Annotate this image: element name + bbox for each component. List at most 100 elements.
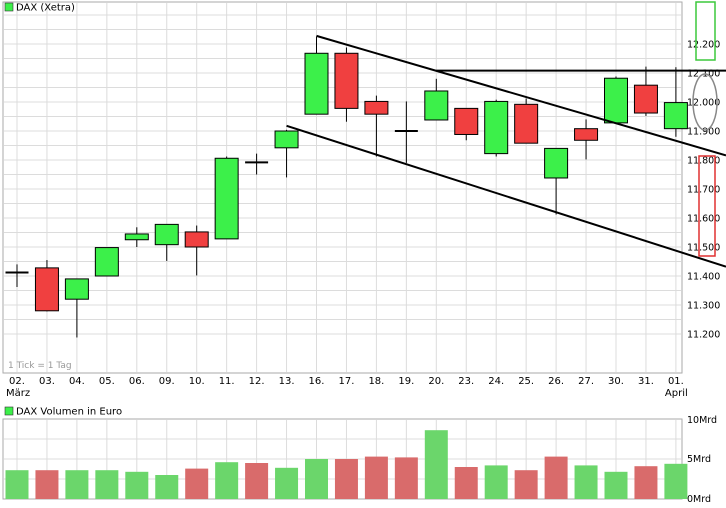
trendline-1: [286, 124, 726, 268]
price-tick-label: 11.400: [687, 272, 720, 283]
candle-30.: [604, 76, 628, 124]
volume-bar-26.: [544, 456, 568, 499]
candle-body: [94, 247, 119, 277]
date-tick-label: 13.: [279, 376, 295, 387]
date-tick-label: 04.: [69, 376, 85, 387]
price-tick-label: 11.700: [687, 185, 720, 196]
candle-13.: [274, 129, 299, 178]
price-tick-label: 11.800: [687, 156, 720, 167]
candle-body: [364, 100, 389, 115]
date-tick-label: 19.: [398, 376, 414, 387]
candle-11.: [214, 156, 239, 240]
volume-bar-02.: [5, 470, 29, 499]
date-tick-label: 05.: [99, 376, 115, 387]
volume-bar-16.: [305, 459, 328, 499]
candle-26.: [544, 147, 569, 215]
candle-25.: [514, 98, 539, 144]
candle-body: [484, 100, 509, 155]
candle-body: [214, 157, 239, 240]
candle-02.: [5, 264, 29, 288]
date-tick-label: 16.: [309, 376, 325, 387]
trendline-0: [316, 34, 726, 157]
candle-20.: [424, 78, 449, 121]
date-tick-label: 30.: [608, 376, 624, 387]
price-legend-swatch: [4, 2, 14, 12]
price-tick-label: 11.300: [687, 301, 720, 312]
candle-body: [454, 107, 479, 135]
price-tick-label: 11.200: [687, 330, 720, 341]
volume-tick-label: 0Mrd: [687, 494, 711, 505]
candle-body: [633, 84, 658, 114]
month-label: März: [6, 388, 30, 399]
volume-bar-18.: [364, 456, 388, 499]
volume-tick-label: 10Mrd: [687, 415, 717, 426]
month-label: April: [665, 388, 688, 399]
candle-10.: [184, 225, 209, 276]
date-tick-label: 27.: [578, 376, 594, 387]
candle-body: [34, 267, 59, 312]
volume-bar-04.: [65, 470, 89, 499]
volume-tick-label: 5Mrd: [687, 454, 711, 465]
volume-bar-06.: [125, 471, 149, 499]
price-panel-frame: [2, 1, 683, 374]
grey-annotation-ellipse: [692, 73, 718, 131]
price-tick-label: 11.600: [687, 214, 720, 225]
volume-bar-17.: [334, 459, 358, 499]
candle-16.: [304, 36, 329, 115]
date-tick-label: 20.: [428, 376, 444, 387]
candle-18.: [364, 95, 389, 157]
date-tick-label: 01.: [668, 376, 684, 387]
volume-bar-05.: [95, 470, 119, 499]
candles: [5, 36, 688, 338]
volume-bars: [5, 430, 688, 499]
candle-body: [334, 52, 359, 109]
candle-body: [124, 233, 149, 241]
volume-bar-11.: [215, 462, 239, 499]
volume-legend-swatch: [4, 406, 14, 416]
price-tick-label: 12.000: [687, 98, 720, 109]
trendlines: [286, 34, 726, 268]
x-axis-labels: 02. 03. 04. 05. 06. 09. 10. 11. 12. 13. 16. 17. 18. 1…: [6, 376, 688, 399]
volume-bar-19.: [394, 457, 418, 499]
candle-17.: [334, 47, 359, 122]
price-tick-label: 11.900: [687, 127, 720, 138]
candle-body: [514, 103, 539, 144]
date-tick-label: 12.: [249, 376, 265, 387]
volume-bar-03.: [35, 470, 59, 499]
date-tick-label: 23.: [458, 376, 474, 387]
candle-body: [604, 77, 628, 124]
candle-09.: [154, 223, 179, 261]
candle-01.: [663, 67, 688, 137]
candle-04.: [64, 278, 89, 338]
candle-body: [64, 278, 89, 300]
candle-23.: [454, 107, 479, 141]
date-tick-label: 11.: [219, 376, 235, 387]
date-tick-label: 09.: [159, 376, 175, 387]
candle-03.: [34, 260, 59, 312]
date-tick-label: 24.: [488, 376, 504, 387]
volume-bar-25.: [514, 470, 538, 499]
candle-12.: [245, 153, 269, 175]
green-annotation-box: [695, 1, 716, 61]
date-tick-label: 03.: [39, 376, 55, 387]
candle-body: [574, 128, 599, 141]
volume-bar-10.: [185, 468, 209, 499]
tick-note: 1 Tick = 1 Tag: [8, 361, 72, 371]
candle-body: [184, 231, 209, 248]
volume-bar-01.: [664, 463, 688, 499]
date-tick-label: 25.: [518, 376, 534, 387]
price-tick-label: 11.500: [687, 243, 720, 254]
date-tick-label: 10.: [189, 376, 205, 387]
date-tick-label: 17.: [338, 376, 354, 387]
volume-bar-30.: [604, 471, 628, 499]
volume-axis-labels: 0Mrd 5Mrd 10Mrd: [687, 415, 717, 505]
candle-19.: [394, 101, 418, 163]
volume-bar-09.: [155, 475, 179, 499]
volume-bar-20.: [424, 430, 448, 499]
candle-body: [424, 90, 449, 121]
date-tick-label: 06.: [129, 376, 145, 387]
candle-06.: [124, 227, 149, 247]
red-annotation-box: [698, 155, 716, 257]
volume-legend-label: DAX Volumen in Euro: [16, 407, 122, 418]
volume-bar-13.: [275, 467, 299, 499]
